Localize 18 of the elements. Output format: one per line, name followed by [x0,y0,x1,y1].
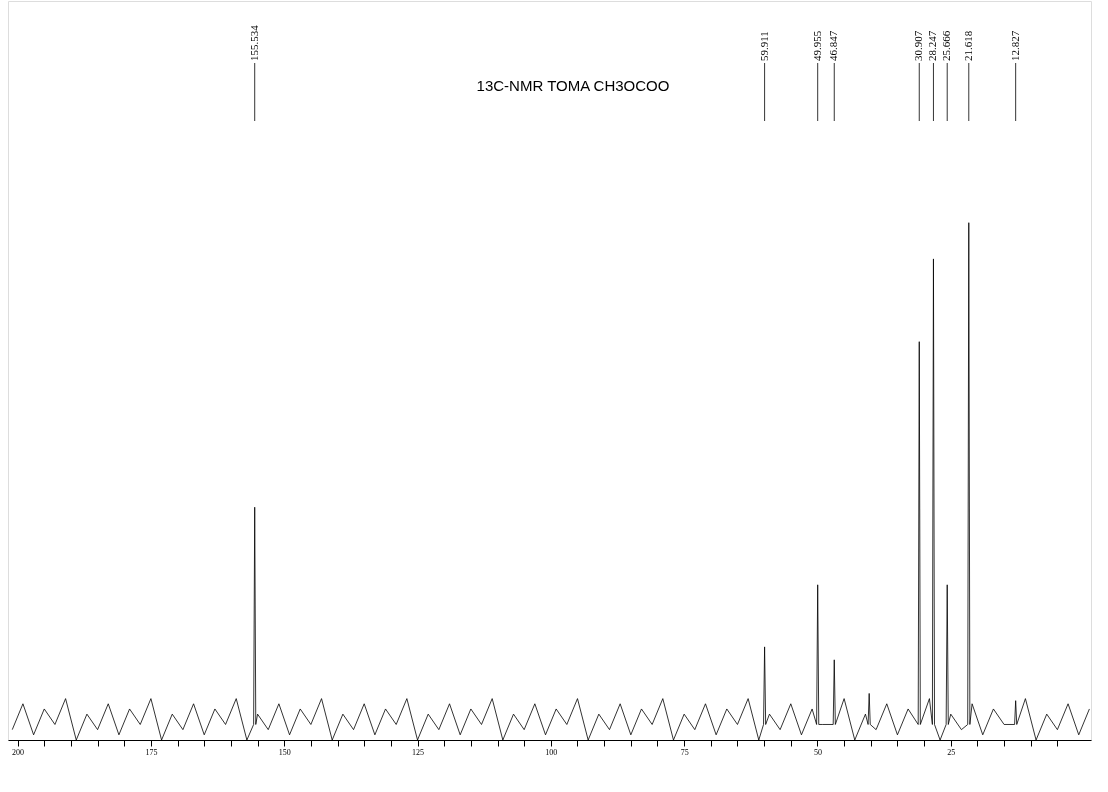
x-tick-label: 175 [145,747,158,757]
chart-title: 13C-NMR TOMA CH3OCOO [476,77,670,94]
x-tick-label: 100 [545,747,558,757]
annotation: 30.907 [912,30,925,61]
x-tick-label: 50 [813,747,822,757]
annotation: 25.666 [940,30,953,61]
x-tick-label: 150 [278,747,291,757]
annotation: 155.534 [247,24,260,61]
annotation: 46.847 [827,30,840,61]
annotation: 28.247 [926,30,939,61]
x-tick-label: 200 [12,747,25,757]
annotation: 49.955 [810,30,823,61]
annotation: 12.827 [1008,30,1021,61]
x-tick-label: 125 [412,747,425,757]
x-tick-label: 75 [680,747,689,757]
annotation: 21.618 [961,30,974,61]
x-tick-label: 25 [947,747,956,757]
annotation: 59.911 [757,31,770,61]
